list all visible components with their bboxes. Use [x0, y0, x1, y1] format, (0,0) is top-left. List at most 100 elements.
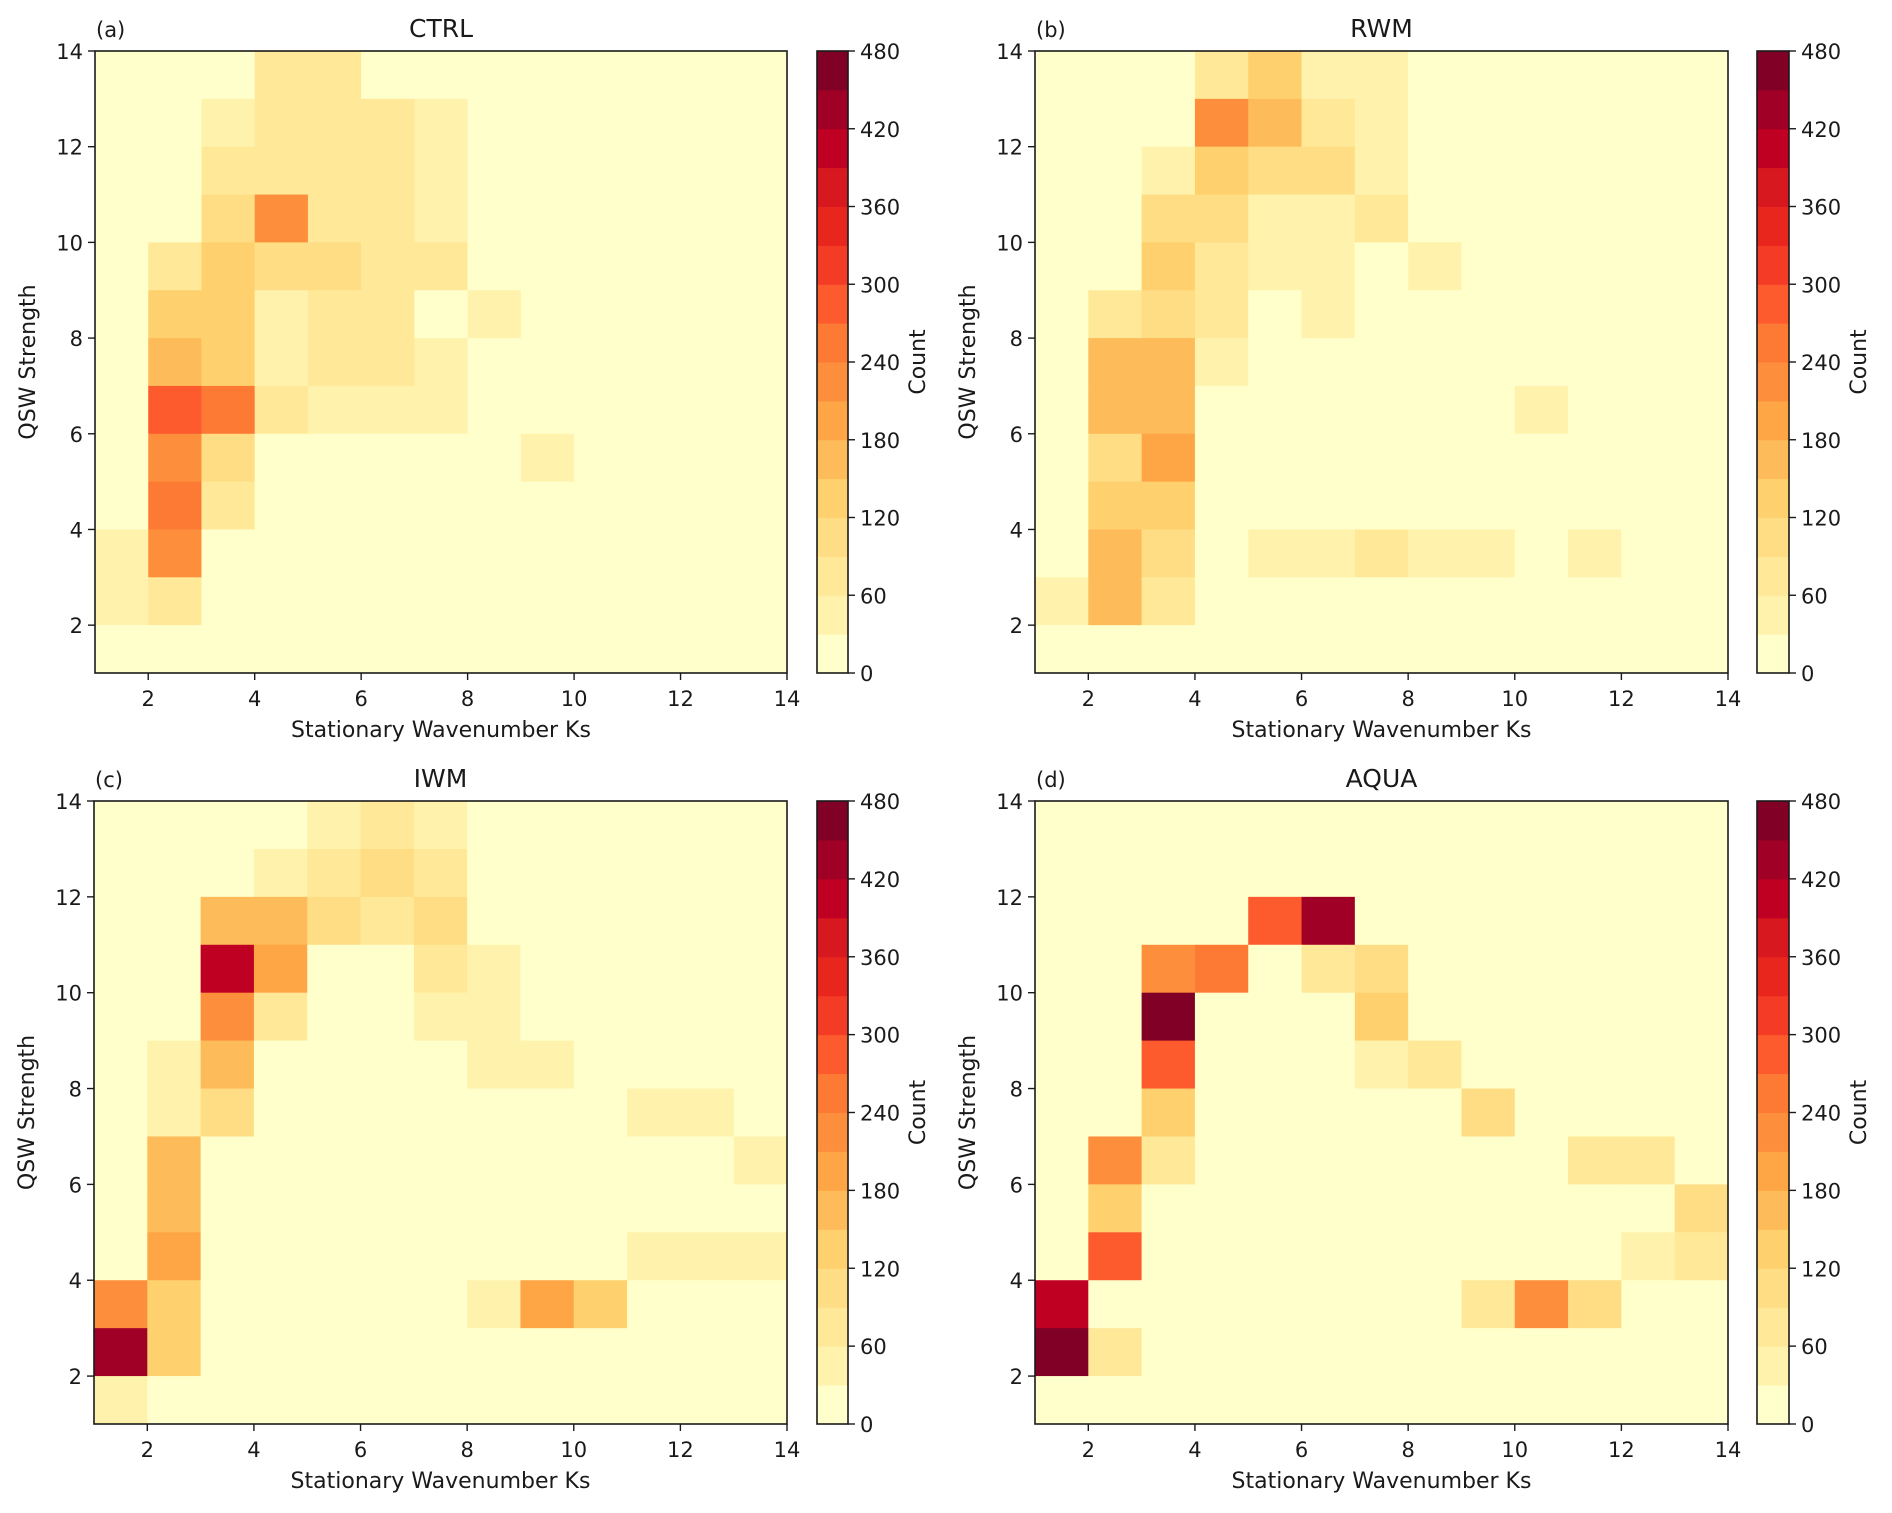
heatmap-cell: [733, 1040, 788, 1090]
heatmap-cell: [307, 529, 362, 578]
heatmap-cell: [1621, 98, 1676, 148]
colorbar-segment: [817, 1229, 848, 1269]
heatmap-cell: [414, 385, 469, 435]
colorbar-segment: [1757, 1034, 1789, 1075]
colorbar-segment: [1757, 956, 1789, 997]
colorbar-segment: [1757, 878, 1789, 919]
heatmap-cell: [360, 1232, 415, 1281]
heatmap-cell: [467, 242, 522, 291]
heatmap-cell: [1141, 577, 1196, 626]
heatmap-cell: [95, 385, 149, 435]
heatmap-cell: [573, 1376, 628, 1425]
heatmap-cell: [1621, 1280, 1676, 1329]
heatmap-cell: [680, 992, 735, 1042]
heatmap-cell: [574, 481, 628, 531]
heatmap-cell: [1674, 194, 1729, 243]
heatmap-cell: [520, 896, 575, 946]
colorbar-segment: [1757, 1190, 1789, 1230]
heatmap-cell: [1621, 801, 1676, 850]
heatmap-cell: [1035, 944, 1089, 994]
y-tick-label: 4: [70, 518, 83, 542]
heatmap-cell: [1354, 290, 1409, 339]
colorbar-segment: [1757, 51, 1789, 91]
heatmap-cell: [307, 194, 362, 243]
x-axis-label: Stationary Wavenumber Ks: [1232, 1469, 1532, 1494]
heatmap-cell: [627, 385, 682, 435]
x-tick-label: 12: [667, 1438, 694, 1462]
heatmap-cell: [1674, 481, 1729, 531]
heatmap-cell: [201, 625, 256, 674]
heatmap-cell: [1408, 625, 1463, 674]
heatmap-cell: [1461, 801, 1516, 850]
heatmap-cell: [94, 801, 148, 850]
heatmap-cell: [467, 801, 522, 850]
heatmap-cell: [94, 1088, 148, 1138]
heatmap-cell: [627, 577, 682, 626]
heatmap-cell: [1408, 992, 1463, 1042]
colorbar-segment: [1757, 1346, 1789, 1386]
heatmap-cell: [680, 1040, 735, 1090]
heatmap-cell: [1141, 194, 1196, 243]
heatmap-cell: [467, 944, 522, 994]
heatmap-cells: [95, 51, 788, 674]
heatmap-cell: [627, 944, 681, 994]
heatmap-cell: [254, 194, 309, 243]
colorbar-tick-label: 180: [860, 1179, 900, 1203]
heatmap-cell: [1354, 1232, 1409, 1281]
colorbar-segment: [817, 284, 848, 324]
colorbar-segment: [817, 439, 848, 480]
heatmap-cell: [1408, 338, 1463, 387]
heatmap-cell: [94, 896, 148, 946]
colorbar-tick-label: 120: [1801, 507, 1841, 531]
heatmap-cell: [467, 1232, 522, 1281]
heatmap-cell: [680, 194, 735, 243]
heatmap-cell: [1514, 1040, 1569, 1090]
heatmap-cell: [467, 194, 522, 243]
heatmap-cell: [627, 1184, 681, 1233]
heatmap-cell: [627, 51, 682, 100]
colorbar-segment: [817, 956, 848, 997]
heatmap-cell: [95, 242, 149, 291]
heatmap-cell: [307, 290, 362, 339]
heatmap-cell: [1568, 1088, 1622, 1138]
heatmap-cell: [1248, 529, 1303, 578]
heatmap-cell: [1194, 1376, 1249, 1425]
heatmap-cell: [1035, 848, 1089, 898]
heatmap-cell: [1514, 1136, 1569, 1185]
heatmap-cell: [361, 481, 415, 531]
heatmap-cell: [414, 577, 469, 626]
heatmap-cell: [680, 896, 735, 946]
heatmap-cell: [253, 1040, 308, 1090]
heatmap-cell: [1408, 242, 1463, 291]
heatmap-cell: [360, 848, 415, 898]
heatmap-cell: [307, 1328, 362, 1377]
heatmap-cell: [1248, 1328, 1303, 1377]
heatmap-cell: [1301, 1280, 1356, 1329]
heatmap-cell: [1035, 1136, 1089, 1185]
heatmap-cell: [573, 848, 628, 898]
heatmap-cell: [574, 98, 628, 148]
colorbar-segment: [1757, 284, 1789, 324]
heatmap-cell: [1514, 433, 1569, 483]
colorbar-segment: [1757, 917, 1789, 958]
heatmap-cell: [361, 98, 415, 148]
heatmap-cell: [1301, 338, 1356, 387]
heatmap-cell: [680, 242, 735, 291]
heatmap-cell: [413, 944, 468, 994]
heatmap-cell: [1194, 51, 1249, 100]
heatmap-cell: [148, 242, 203, 291]
heatmap-cell: [1461, 194, 1516, 243]
heatmap-cell: [1674, 290, 1729, 339]
heatmap-cell: [520, 146, 575, 196]
colorbar-tick-label: 480: [1801, 790, 1841, 814]
heatmap-cell: [414, 433, 469, 483]
heatmap-cell: [254, 481, 309, 531]
heatmap-cell: [1301, 146, 1356, 196]
colorbar-segment: [1757, 478, 1789, 519]
x-tick-label: 6: [354, 687, 367, 711]
heatmap-cell: [627, 1136, 681, 1185]
heatmap-cell: [253, 1280, 308, 1329]
panel-title: RWM: [1350, 14, 1413, 43]
colorbar-tick-label: 300: [860, 273, 900, 297]
heatmap-cell: [1354, 481, 1409, 531]
